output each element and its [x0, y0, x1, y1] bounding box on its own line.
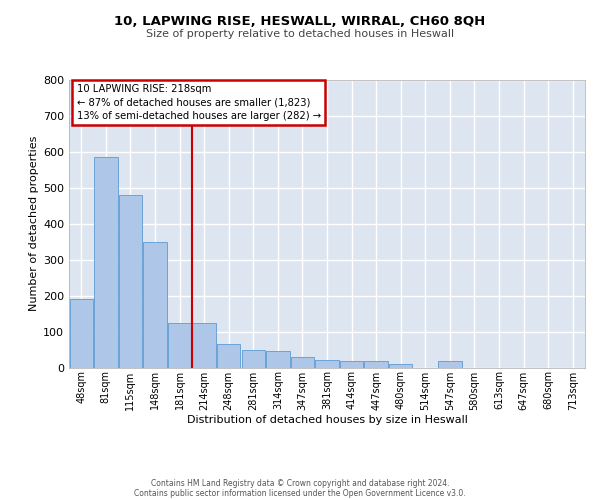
Bar	[143, 242, 167, 368]
Bar	[291, 356, 314, 368]
Bar	[193, 322, 216, 368]
Bar	[70, 299, 93, 368]
Bar	[389, 364, 412, 368]
Bar	[316, 360, 338, 368]
Bar	[94, 158, 118, 368]
Y-axis label: Number of detached properties: Number of detached properties	[29, 136, 39, 312]
Text: Contains public sector information licensed under the Open Government Licence v3: Contains public sector information licen…	[134, 488, 466, 498]
Text: Contains HM Land Registry data © Crown copyright and database right 2024.: Contains HM Land Registry data © Crown c…	[151, 478, 449, 488]
Bar	[119, 195, 142, 368]
Text: 10 LAPWING RISE: 218sqm
← 87% of detached houses are smaller (1,823)
13% of semi: 10 LAPWING RISE: 218sqm ← 87% of detache…	[77, 84, 321, 120]
Text: Size of property relative to detached houses in Heswall: Size of property relative to detached ho…	[146, 29, 454, 39]
Bar	[168, 322, 191, 368]
Bar	[340, 361, 363, 368]
Bar	[364, 361, 388, 368]
Text: 10, LAPWING RISE, HESWALL, WIRRAL, CH60 8QH: 10, LAPWING RISE, HESWALL, WIRRAL, CH60 …	[115, 15, 485, 28]
X-axis label: Distribution of detached houses by size in Heswall: Distribution of detached houses by size …	[187, 415, 467, 425]
Bar	[217, 344, 241, 368]
Bar	[242, 350, 265, 368]
Bar	[266, 352, 290, 368]
Bar	[438, 361, 461, 368]
